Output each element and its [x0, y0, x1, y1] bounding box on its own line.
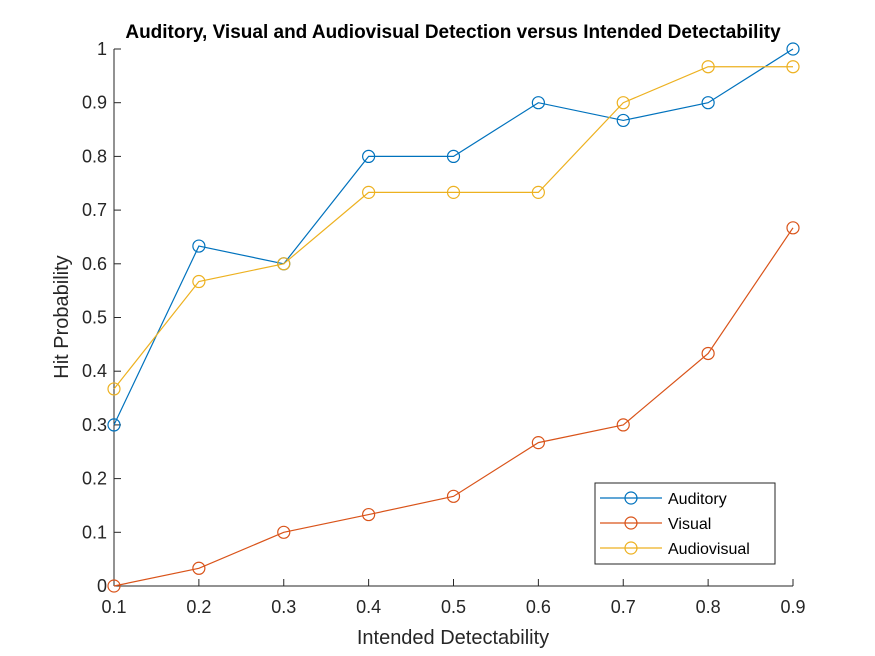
- data-point-visual: [277, 525, 291, 539]
- y-tick-label: 0.2: [82, 469, 107, 489]
- legend-item-visual: Visual: [600, 516, 711, 533]
- data-point-audiovisual: [786, 60, 800, 74]
- data-point-visual: [446, 489, 461, 503]
- y-tick-label: 0.5: [82, 308, 107, 328]
- y-tick-label: 0: [97, 576, 107, 596]
- y-tick-label: 0.4: [82, 361, 107, 381]
- legend-item-audiovisual: Audiovisual: [600, 541, 750, 558]
- x-axis-label: Intended Detectability: [357, 627, 549, 649]
- legend-label: Visual: [668, 516, 711, 533]
- series-audiovisual: [107, 60, 800, 396]
- data-point-auditory: [446, 149, 461, 163]
- x-tick-label: 0.8: [696, 597, 721, 617]
- y-tick-label: 0.8: [82, 146, 107, 166]
- y-tick-label: 0.3: [82, 415, 107, 435]
- legend-marker: [624, 516, 638, 530]
- x-tick-label: 0.1: [101, 597, 126, 617]
- x-tick-label: 0.9: [780, 597, 805, 617]
- data-point-auditory: [107, 418, 121, 432]
- data-point-visual: [701, 346, 715, 361]
- data-point-audiovisual: [616, 96, 630, 110]
- legend-label: Audiovisual: [668, 541, 750, 558]
- data-point-visual: [192, 561, 206, 575]
- y-axis-label: Hit Probability: [51, 255, 73, 378]
- series-group: [107, 42, 800, 593]
- legend-label: Auditory: [668, 491, 727, 508]
- data-point-auditory: [362, 149, 376, 163]
- series-visual: [107, 221, 800, 593]
- axes-group: 0.1 0.2 0.3 0.4 0.5 0.6 0.7 0.8 0.900.10.20.30.4…: [82, 39, 806, 617]
- x-tick-label: 0.3: [271, 597, 296, 617]
- series-line-audiovisual: [113, 66, 793, 390]
- legend-marker: [624, 541, 638, 555]
- data-point-audiovisual: [701, 60, 715, 74]
- data-point-audiovisual: [192, 274, 206, 289]
- y-tick-label: 0.9: [82, 93, 107, 113]
- data-point-visual: [786, 221, 800, 235]
- data-point-audiovisual: [362, 185, 376, 199]
- x-tick-label: 0.2: [186, 597, 211, 617]
- data-point-auditory: [786, 42, 800, 56]
- data-point-visual: [362, 507, 376, 522]
- data-point-auditory: [616, 113, 630, 128]
- data-point-auditory: [192, 239, 206, 253]
- data-point-visual: [616, 418, 630, 432]
- series-auditory: [107, 42, 800, 432]
- data-point-visual: [107, 579, 121, 593]
- x-tick-label: 0.6: [526, 597, 551, 617]
- chart-title: Auditory, Visual and Audiovisual Detecti…: [125, 22, 781, 43]
- series-line-auditory: [113, 48, 794, 426]
- legend-marker: [624, 491, 638, 505]
- y-tick-label: 1: [97, 39, 107, 59]
- x-tick-label: 0.7: [611, 597, 636, 617]
- data-point-audiovisual: [446, 185, 461, 199]
- y-tick-label: 0.6: [82, 254, 107, 274]
- legend-item-auditory: Auditory: [600, 491, 727, 508]
- data-point-auditory: [701, 96, 715, 110]
- data-point-audiovisual: [277, 257, 291, 271]
- data-point-auditory: [531, 96, 545, 110]
- series-line-visual: [113, 227, 794, 587]
- x-tick-label: 0.5: [441, 597, 466, 617]
- data-point-visual: [531, 436, 545, 450]
- data-point-audiovisual: [531, 185, 545, 199]
- y-tick-label: 0.7: [82, 200, 107, 220]
- legend: Auditory Visual Audiovisual: [594, 482, 776, 565]
- x-tick-label: 0.4: [356, 597, 381, 617]
- y-tick-label: 0.1: [82, 522, 107, 542]
- data-point-audiovisual: [107, 382, 121, 396]
